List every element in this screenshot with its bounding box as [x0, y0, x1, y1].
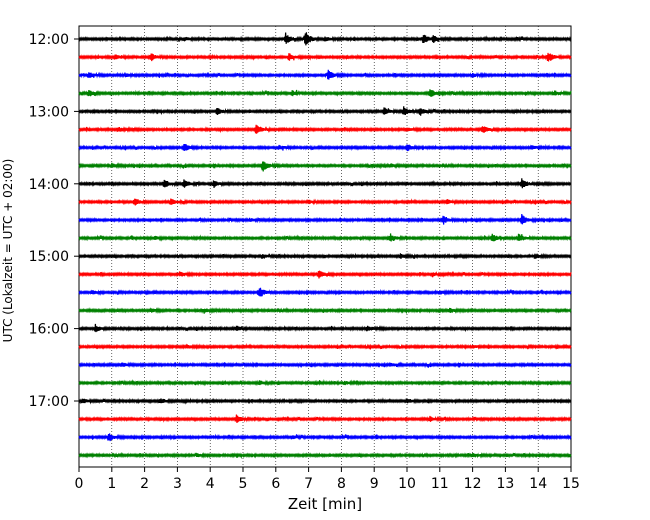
trace-row — [78, 214, 572, 225]
x-tick-label: 14 — [529, 476, 547, 492]
trace-row — [78, 198, 572, 206]
trace-row — [78, 270, 572, 279]
y-tick-label: 12:00 — [29, 32, 69, 48]
trace-row — [78, 323, 572, 333]
trace-row — [78, 178, 572, 189]
x-tick-label: 7 — [304, 476, 313, 492]
y-tick-label: 14:00 — [29, 177, 69, 193]
trace-row — [78, 252, 572, 260]
trace-row — [78, 414, 572, 423]
x-tick-label: 5 — [239, 476, 248, 492]
trace-row — [78, 433, 572, 442]
y-axis-label: UTC (Lokalzeit = UTC + 02:00) — [1, 159, 15, 343]
x-axis-label: Zeit [min] — [288, 495, 362, 513]
x-tick-label: 11 — [431, 476, 449, 492]
trace-row — [78, 106, 572, 116]
x-tick-label: 6 — [271, 476, 280, 492]
y-tick-label: 16:00 — [29, 322, 69, 338]
trace-row — [78, 307, 572, 315]
trace-row — [78, 69, 572, 80]
trace-row — [78, 124, 572, 134]
trace-row — [78, 397, 572, 405]
trace-row — [78, 32, 572, 46]
trace-row — [78, 89, 572, 97]
x-tick-label: 4 — [206, 476, 215, 492]
trace-row — [78, 52, 572, 62]
trace-row — [78, 143, 572, 152]
x-axis: 0 1 2 3 4 5 6 7 8 9 10 11 12 13 14 15 — [75, 467, 580, 492]
trace-row — [78, 343, 572, 351]
x-tick-label: 9 — [370, 476, 379, 492]
trace-row — [78, 287, 572, 297]
x-tick-label: 3 — [173, 476, 182, 492]
y-tick-label: 17:00 — [29, 394, 69, 410]
traces — [78, 32, 572, 460]
trace-row — [78, 161, 572, 172]
x-tick-label: 13 — [496, 476, 514, 492]
x-tick-label: 12 — [464, 476, 482, 492]
trace-row — [78, 361, 572, 369]
x-tick-label: 15 — [562, 476, 580, 492]
x-tick-label: 1 — [107, 476, 116, 492]
y-tick-label: 15:00 — [29, 249, 69, 265]
trace-row — [78, 379, 572, 387]
x-tick-label: 2 — [140, 476, 149, 492]
x-tick-label: 8 — [337, 476, 346, 492]
trace-row — [78, 451, 572, 460]
y-axis: 12:00 13:00 14:00 15:00 16:00 17:00 — [29, 32, 79, 410]
plot-area — [78, 25, 572, 468]
x-tick-label: 0 — [75, 476, 84, 492]
y-tick-label: 13:00 — [29, 104, 69, 120]
x-tick-label: 10 — [398, 476, 416, 492]
trace-row — [78, 233, 572, 242]
